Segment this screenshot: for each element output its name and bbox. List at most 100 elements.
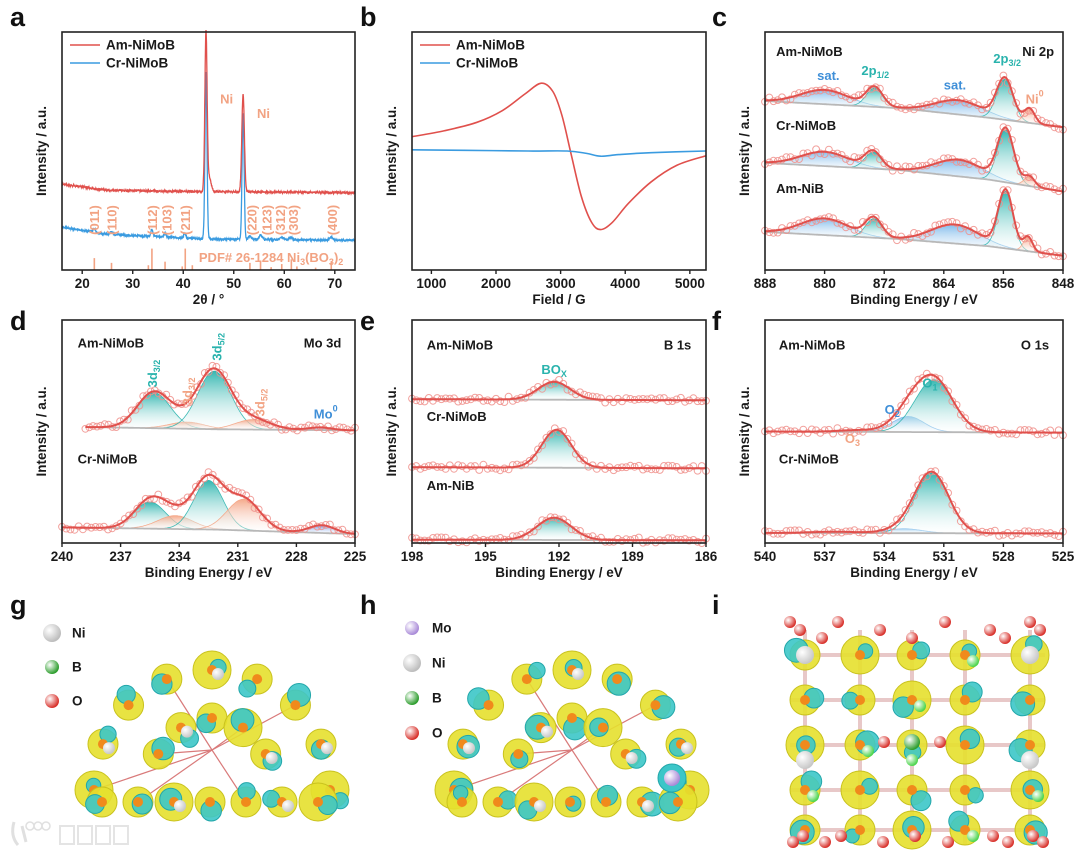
data-point	[471, 462, 479, 470]
label-subscript: 1	[932, 382, 937, 392]
annotation: Am-NiB	[776, 180, 824, 195]
x-tick-label: 186	[695, 549, 718, 564]
oxygen-atom	[835, 830, 847, 842]
data-point	[143, 391, 152, 400]
data-point	[339, 423, 348, 432]
x-tick-label: 50	[226, 276, 241, 291]
isosurface-depletion-blob	[262, 789, 281, 808]
data-point	[571, 526, 580, 534]
oxygen-core	[521, 674, 532, 685]
data-point	[416, 397, 425, 406]
data-point	[104, 420, 113, 429]
data-point	[863, 423, 872, 432]
isosurface-depletion-blob	[910, 790, 932, 812]
x-axis-label: Field / G	[532, 292, 585, 307]
x-tick-label: 888	[754, 276, 777, 291]
data-point	[458, 537, 467, 546]
label-text: BO	[541, 362, 561, 377]
data-point	[496, 397, 505, 406]
y-axis-label: Intensity / a.u.	[34, 106, 49, 196]
data-point	[1025, 426, 1033, 435]
data-point	[131, 406, 140, 414]
y-axis-label: Intensity / a.u.	[384, 106, 399, 196]
data-point	[584, 392, 593, 400]
panel-letter: d	[10, 306, 27, 336]
data-point	[1054, 426, 1063, 435]
data-point	[597, 394, 605, 403]
data-point	[948, 500, 957, 509]
data-point	[227, 386, 236, 395]
data-point	[773, 228, 782, 237]
data-point	[471, 393, 479, 402]
label-subscript: 5/2	[259, 389, 269, 402]
label-superscript: 0	[1039, 89, 1044, 99]
x-tick-label: 4000	[610, 276, 640, 291]
panel-letter: e	[360, 306, 375, 336]
label-text: Ni 2p	[1022, 44, 1054, 59]
oxygen-atom	[797, 830, 809, 842]
label-text: Am-NiB	[427, 478, 475, 493]
data-point	[982, 165, 991, 174]
data-point	[910, 105, 918, 114]
data-point	[96, 421, 105, 430]
data-point	[504, 465, 513, 474]
annotation: (011)	[86, 205, 101, 235]
label-text: (123)	[259, 205, 274, 235]
y-axis-label: Intensity / a.u.	[34, 386, 49, 476]
data-point	[1012, 430, 1021, 439]
data-point	[672, 463, 681, 471]
data-point	[939, 482, 948, 490]
watermark-glyph	[113, 825, 129, 845]
plot-frame	[61, 319, 356, 544]
data-point	[204, 367, 213, 376]
data-point	[765, 426, 774, 435]
oxygen-core	[205, 797, 215, 807]
oxygen-atom	[1037, 836, 1049, 848]
plot-frame	[764, 31, 1064, 271]
annotation: (312)	[273, 205, 288, 235]
x-axis-label: Binding Energy / eV	[495, 565, 623, 580]
label-subscript: X	[561, 369, 567, 379]
label-text: Cr-NiMoB	[776, 117, 836, 132]
x-tick-label: 60	[277, 276, 292, 291]
annotation: (303)	[285, 205, 300, 235]
fit-component	[498, 429, 615, 469]
data-point	[335, 423, 344, 432]
data-point	[133, 504, 142, 513]
x-tick-label: 528	[992, 549, 1015, 564]
data-point	[859, 427, 867, 436]
oxygen-core	[800, 740, 810, 750]
y-axis-label: Intensity / a.u.	[384, 386, 399, 476]
x-axis-label: 2θ / °	[193, 292, 224, 307]
oxygen-core	[601, 797, 611, 807]
data-point	[1029, 239, 1038, 248]
data-point	[1029, 107, 1038, 115]
envelope-fit-line	[62, 473, 356, 535]
oxygen-core	[1025, 785, 1035, 795]
data-point	[254, 505, 263, 514]
x-tick-label: 195	[474, 549, 497, 564]
annotation: O2	[885, 402, 900, 420]
data-point	[483, 464, 492, 473]
data-point	[458, 397, 467, 405]
ni-atom	[681, 742, 694, 755]
data-point	[437, 533, 446, 542]
label-text: 2p	[993, 51, 1008, 66]
ni-atom	[1021, 751, 1039, 769]
data-point	[999, 530, 1008, 539]
oxygen-atom	[874, 624, 886, 636]
background-line	[764, 100, 1064, 129]
data-point	[112, 423, 121, 432]
structure-panel-i: i	[712, 590, 1050, 850]
data-point	[859, 90, 867, 99]
series-line-cr-nimob	[61, 71, 356, 244]
data-point	[918, 474, 927, 483]
boron-atom	[914, 700, 926, 712]
oxygen-core	[123, 700, 134, 711]
watermark-mark	[25, 821, 35, 831]
data-point	[952, 219, 961, 228]
x-tick-label: 5000	[675, 276, 705, 291]
data-point	[200, 474, 209, 483]
data-point	[412, 462, 421, 470]
annotation: 3d5/2	[209, 333, 227, 361]
